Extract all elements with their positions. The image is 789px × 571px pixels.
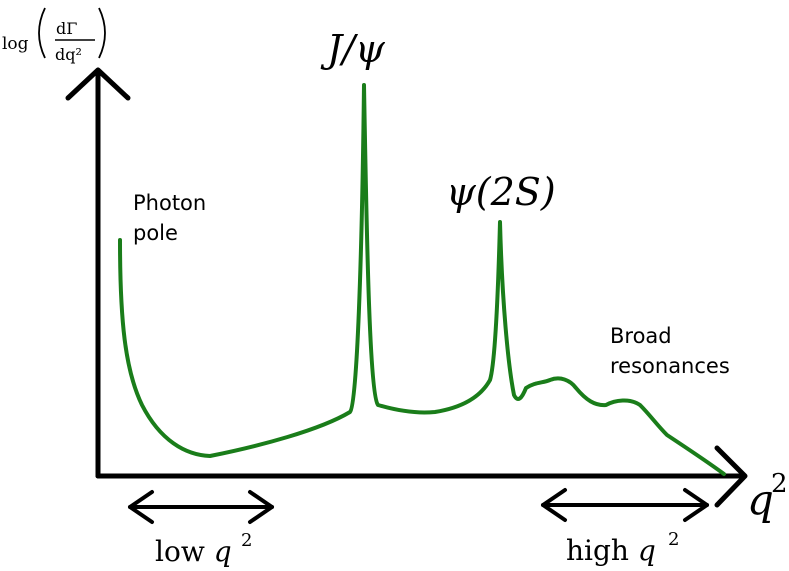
y-axis-arrowhead <box>65 67 131 101</box>
svg-text:low q: low q <box>155 535 232 568</box>
y-axis-label: log dΓ dq² <box>2 7 106 64</box>
high-q2-range <box>541 488 709 522</box>
low-q2-label: low q 2 <box>155 530 252 568</box>
y-label-left-paren <box>38 7 46 59</box>
x-axis-label: q 2 <box>747 469 788 524</box>
low-word: low <box>155 535 214 568</box>
photon-pole-line-2: pole <box>133 221 178 245</box>
high-range-arrow-left-head <box>541 488 567 522</box>
y-label-denominator: dq² <box>55 45 82 64</box>
x-label-sup: 2 <box>771 469 788 499</box>
svg-text:high q: high q <box>566 534 656 567</box>
broad-resonances-label: Broad resonances <box>610 324 730 378</box>
y-label-log: log <box>2 34 29 54</box>
high-var: q <box>638 534 656 567</box>
photon-pole-label: Photon pole <box>133 191 206 245</box>
broad-resonances-line-2: resonances <box>610 354 730 378</box>
low-range-arrow-left-head <box>128 490 154 524</box>
x-label-base: q <box>747 475 774 524</box>
psi2s-label: ψ(2S) <box>446 170 556 214</box>
low-q2-range <box>128 490 274 524</box>
photon-pole-line-1: Photon <box>133 191 206 215</box>
high-sup: 2 <box>668 529 679 550</box>
high-range-arrow-right-head <box>683 488 709 522</box>
high-q2-label: high q 2 <box>566 529 679 567</box>
axes <box>65 67 748 508</box>
y-label-right-paren <box>98 7 106 59</box>
spectrum-curve <box>118 83 726 476</box>
jpsi-label: J/ψ <box>320 27 386 71</box>
low-var: q <box>214 535 232 568</box>
low-sup: 2 <box>241 530 252 551</box>
low-range-arrow-right-head <box>248 490 274 524</box>
high-word: high <box>566 534 638 567</box>
x-axis-arrowhead <box>714 445 748 508</box>
broad-resonances-line-1: Broad <box>610 324 672 348</box>
y-label-numerator: dΓ <box>56 19 77 38</box>
